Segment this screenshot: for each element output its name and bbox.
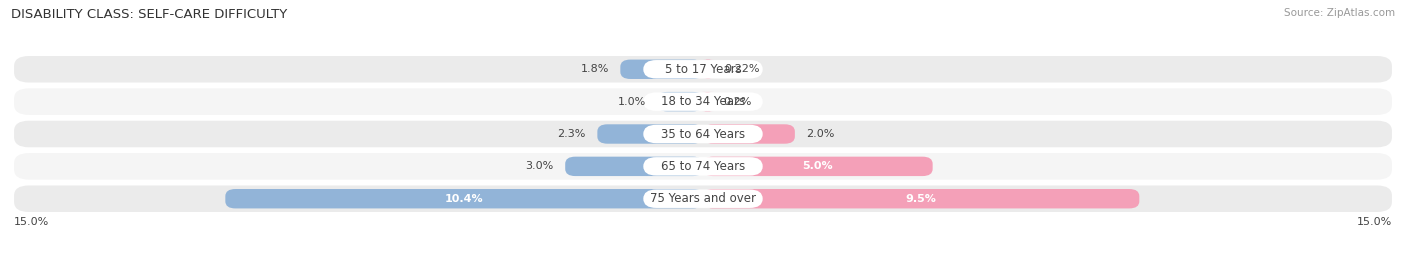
FancyBboxPatch shape <box>703 124 794 144</box>
FancyBboxPatch shape <box>225 189 703 209</box>
Text: 0.22%: 0.22% <box>724 64 761 74</box>
Text: 35 to 64 Years: 35 to 64 Years <box>661 128 745 140</box>
Text: 15.0%: 15.0% <box>1357 218 1392 228</box>
Text: Source: ZipAtlas.com: Source: ZipAtlas.com <box>1284 8 1395 18</box>
FancyBboxPatch shape <box>620 59 703 79</box>
Text: 5.0%: 5.0% <box>803 161 834 171</box>
Text: 5 to 17 Years: 5 to 17 Years <box>665 63 741 76</box>
FancyBboxPatch shape <box>598 124 703 144</box>
Text: 1.8%: 1.8% <box>581 64 609 74</box>
FancyBboxPatch shape <box>703 59 713 79</box>
FancyBboxPatch shape <box>644 125 762 143</box>
FancyBboxPatch shape <box>644 157 762 176</box>
FancyBboxPatch shape <box>644 60 762 79</box>
Text: 18 to 34 Years: 18 to 34 Years <box>661 95 745 108</box>
Text: 1.0%: 1.0% <box>617 97 645 107</box>
FancyBboxPatch shape <box>702 92 713 111</box>
FancyBboxPatch shape <box>657 92 703 111</box>
FancyBboxPatch shape <box>14 88 1392 115</box>
FancyBboxPatch shape <box>14 121 1392 147</box>
FancyBboxPatch shape <box>644 189 762 208</box>
Text: DISABILITY CLASS: SELF-CARE DIFFICULTY: DISABILITY CLASS: SELF-CARE DIFFICULTY <box>11 8 287 21</box>
Text: 0.2%: 0.2% <box>724 97 752 107</box>
FancyBboxPatch shape <box>14 153 1392 180</box>
FancyBboxPatch shape <box>14 56 1392 83</box>
Text: 2.3%: 2.3% <box>558 129 586 139</box>
FancyBboxPatch shape <box>565 157 703 176</box>
FancyBboxPatch shape <box>703 189 1139 209</box>
Text: 2.0%: 2.0% <box>807 129 835 139</box>
Text: 9.5%: 9.5% <box>905 194 936 204</box>
FancyBboxPatch shape <box>703 157 932 176</box>
Text: 3.0%: 3.0% <box>526 161 554 171</box>
Text: 10.4%: 10.4% <box>444 194 484 204</box>
FancyBboxPatch shape <box>14 185 1392 212</box>
Text: 75 Years and over: 75 Years and over <box>650 192 756 205</box>
FancyBboxPatch shape <box>644 92 762 111</box>
Text: 65 to 74 Years: 65 to 74 Years <box>661 160 745 173</box>
Text: 15.0%: 15.0% <box>14 218 49 228</box>
